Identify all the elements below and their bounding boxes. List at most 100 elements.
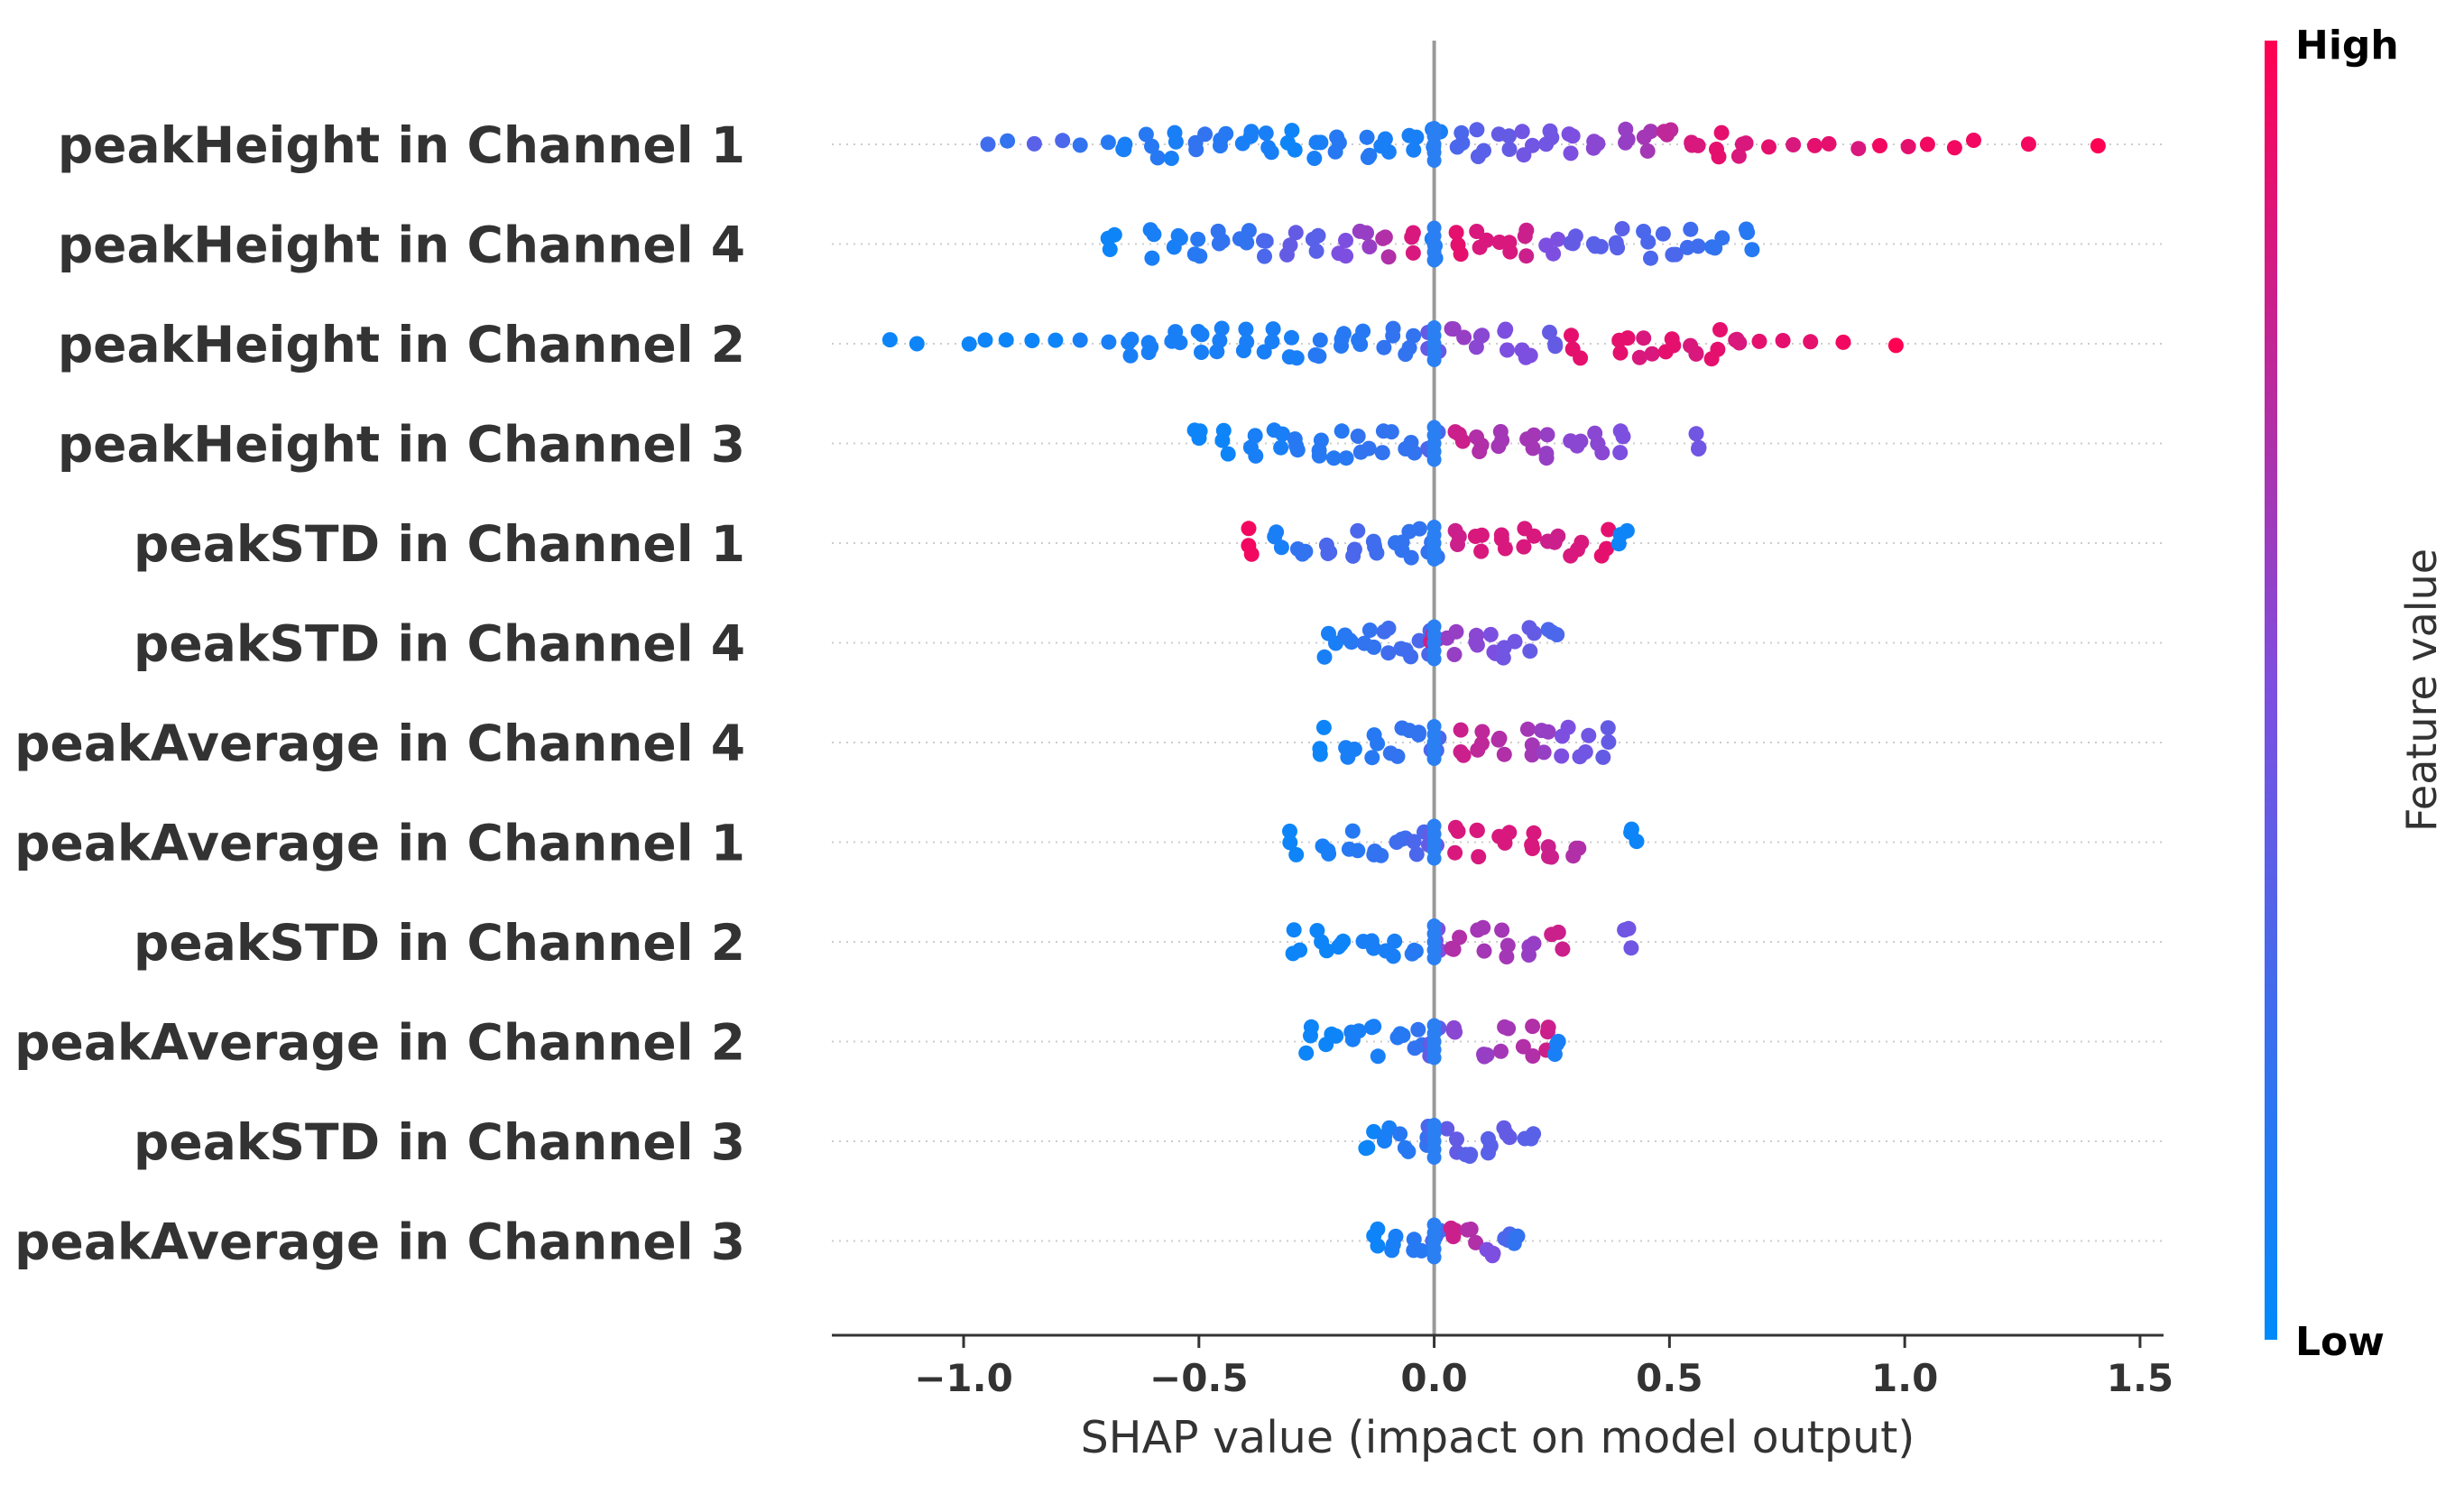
- data-point: [1055, 133, 1071, 149]
- feature-label: peakHeight in Channel 2: [58, 316, 745, 374]
- data-point: [1542, 123, 1558, 139]
- data-point: [1338, 233, 1353, 248]
- data-point: [1601, 521, 1617, 538]
- data-point: [1187, 134, 1204, 151]
- data-point: [1713, 125, 1730, 141]
- data-point: [1284, 123, 1300, 139]
- data-point: [1450, 537, 1465, 552]
- data-point: [1269, 524, 1285, 540]
- data-point: [1243, 546, 1260, 562]
- data-point: [1190, 324, 1206, 339]
- data-point: [1331, 245, 1347, 262]
- data-point: [1214, 320, 1230, 337]
- data-point: [1538, 237, 1555, 254]
- data-point: [1239, 235, 1255, 251]
- data-point: [1872, 138, 1887, 153]
- data-point: [1610, 240, 1626, 256]
- data-point: [1359, 129, 1375, 145]
- data-point: [1364, 750, 1380, 766]
- data-point: [1446, 647, 1463, 662]
- data-point: [1287, 142, 1303, 158]
- data-point: [1370, 1048, 1386, 1065]
- data-point: [1307, 347, 1324, 363]
- data-point: [1392, 1126, 1408, 1142]
- data-point: [1263, 144, 1279, 161]
- data-point: [1448, 225, 1464, 241]
- zero-stack-point: [1426, 353, 1442, 367]
- data-point: [1450, 823, 1466, 839]
- data-point: [1212, 333, 1228, 348]
- data-point: [1449, 1131, 1464, 1148]
- data-point: [1469, 637, 1485, 653]
- data-point: [1525, 841, 1540, 856]
- data-point: [1384, 1242, 1400, 1259]
- data-point: [1405, 225, 1421, 241]
- data-point: [1346, 742, 1362, 757]
- data-point: [1360, 150, 1376, 165]
- data-point: [1472, 328, 1489, 345]
- data-point: [1470, 922, 1486, 938]
- data-point: [1072, 137, 1088, 153]
- data-point: [1612, 345, 1629, 361]
- data-point: [1306, 151, 1323, 166]
- data-point: [1540, 1019, 1556, 1036]
- data-point: [1265, 321, 1281, 337]
- data-point: [1519, 721, 1536, 737]
- data-point: [1481, 1145, 1496, 1161]
- data-point: [1213, 132, 1229, 148]
- data-point: [1452, 929, 1468, 945]
- data-point: [1612, 527, 1629, 543]
- data-point: [1313, 134, 1329, 151]
- data-point: [1740, 225, 1756, 241]
- data-point: [909, 336, 925, 352]
- data-point: [1439, 1121, 1455, 1137]
- data-point: [1282, 835, 1298, 851]
- data-point: [1411, 724, 1426, 741]
- data-point: [1482, 626, 1499, 642]
- data-point: [1744, 242, 1760, 258]
- data-point: [1377, 1133, 1392, 1149]
- feature-label: peakAverage in Channel 2: [14, 1014, 745, 1072]
- data-point: [1411, 632, 1427, 649]
- data-point: [1408, 129, 1425, 145]
- data-point: [1572, 749, 1588, 765]
- data-point: [1288, 846, 1305, 862]
- data-point: [1453, 125, 1470, 141]
- feature-label: peakSTD in Channel 2: [134, 914, 745, 972]
- data-point: [1525, 1019, 1541, 1035]
- data-point: [1567, 228, 1583, 244]
- data-point: [1047, 332, 1064, 348]
- data-point: [1601, 734, 1617, 750]
- data-point: [1474, 724, 1490, 740]
- data-point: [1501, 142, 1518, 157]
- data-point: [1620, 132, 1636, 147]
- data-point: [1308, 243, 1324, 259]
- data-point: [2090, 138, 2106, 154]
- data-point: [1525, 1048, 1541, 1064]
- data-point: [1358, 1140, 1374, 1157]
- data-point: [1284, 329, 1299, 346]
- data-point: [1524, 747, 1540, 763]
- data-point: [1287, 225, 1304, 241]
- data-point: [1688, 346, 1704, 362]
- data-point: [1312, 746, 1328, 762]
- x-tick-label: 1.0: [1871, 1356, 1938, 1400]
- data-point: [1405, 244, 1421, 261]
- data-point: [1376, 623, 1392, 640]
- data-point: [1144, 138, 1159, 154]
- data-point: [1555, 941, 1571, 957]
- data-point: [1327, 143, 1343, 160]
- data-point: [1298, 1045, 1315, 1061]
- colorbar-high-label: High: [2295, 23, 2399, 69]
- x-tick-label: 1.5: [2107, 1356, 2173, 1400]
- data-point: [1493, 1043, 1509, 1059]
- data-point: [1350, 429, 1366, 444]
- colorbar-low-label: Low: [2295, 1319, 2385, 1365]
- data-point: [1636, 330, 1652, 346]
- data-point: [1333, 936, 1349, 953]
- data-point: [1542, 324, 1557, 340]
- data-point: [1408, 846, 1425, 862]
- data-point: [980, 136, 996, 152]
- zero-stack-point: [1426, 1050, 1442, 1065]
- data-point: [1374, 445, 1390, 461]
